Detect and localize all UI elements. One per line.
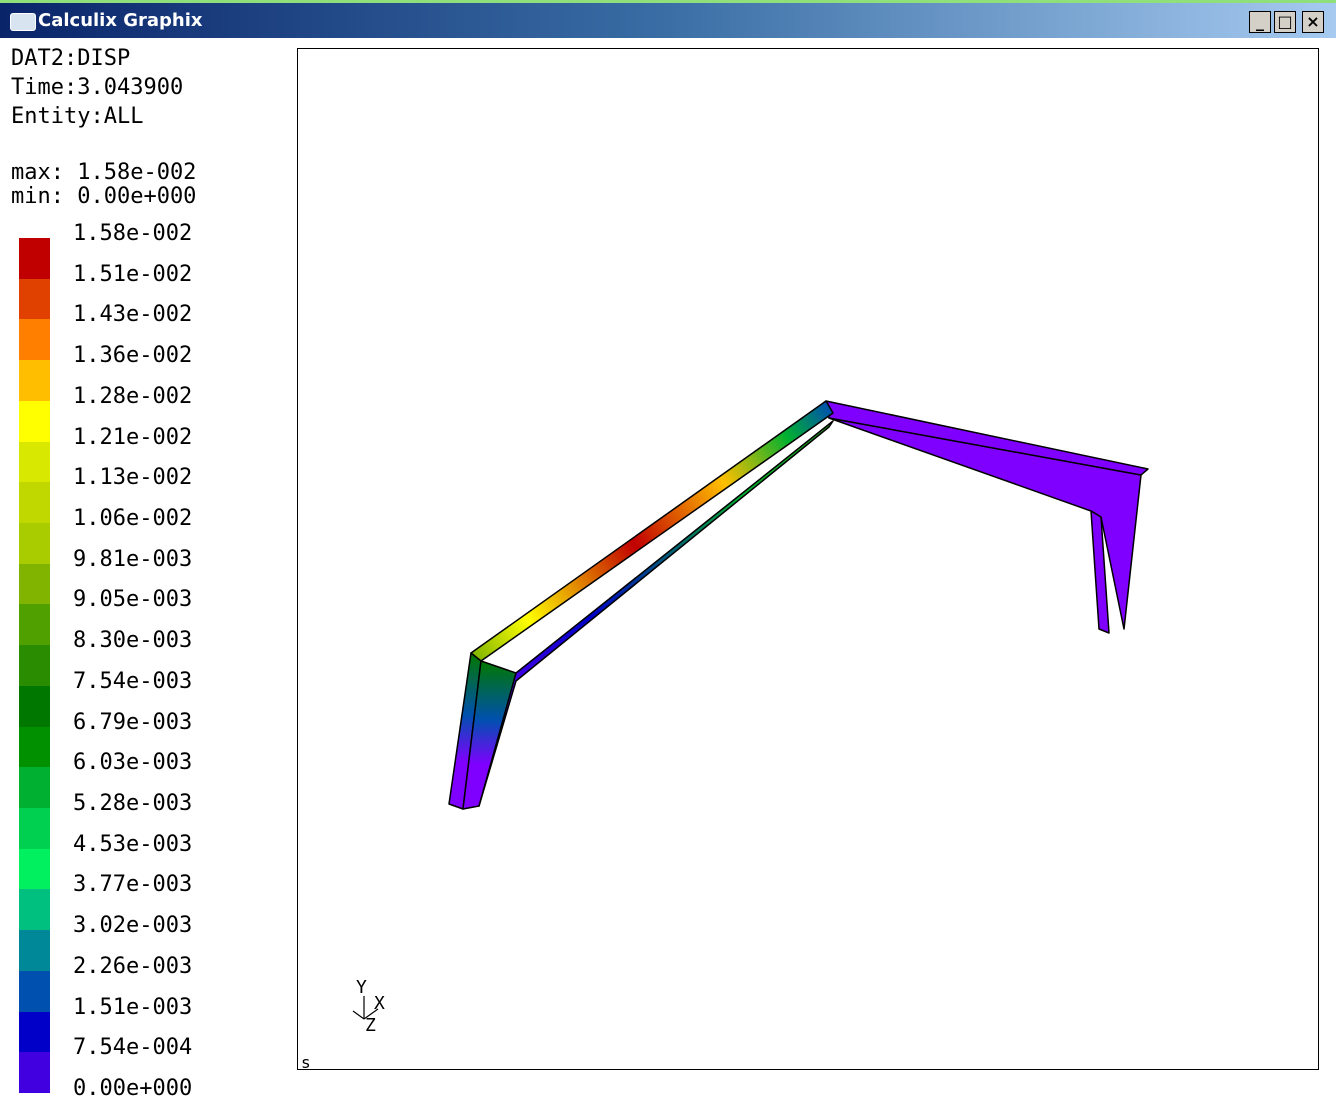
legend-band [19,727,50,768]
legend-label: 9.05e-003 [73,587,192,612]
legend-label: 6.79e-003 [73,710,192,735]
model-view: Y X Z s [298,49,1318,1069]
legend-label: 1.43e-002 [73,302,192,327]
legend-label: 1.13e-002 [73,465,192,490]
legend-band [19,808,50,849]
legend-band [19,645,50,686]
legend-label: 1.51e-003 [73,995,192,1020]
legend-band [19,564,50,605]
legend-band [19,523,50,564]
legend-label: 8.30e-003 [73,628,192,653]
legend-band [19,604,50,645]
entity-label: Entity:ALL [11,105,143,129]
legend-label: 2.26e-003 [73,954,192,979]
legend-label: 1.21e-002 [73,425,192,450]
legend-band [19,319,50,360]
legend-band [19,767,50,808]
legend-band [19,1012,50,1053]
legend-band [19,482,50,523]
close-button[interactable]: × [1302,11,1324,33]
application-window: Calculix Graphix _ □ × DAT2:DISP Time:3.… [0,0,1336,1106]
legend-band [19,401,50,442]
legend-label: 1.58e-002 [73,221,192,246]
max-label: max: 1.58e-002 [11,161,196,185]
corner-label: s [301,1053,311,1069]
legend-band [19,889,50,930]
axis-z-label: Z [365,1015,376,1036]
legend-band [19,971,50,1012]
legend-band [19,442,50,483]
legend-label: 1.06e-002 [73,506,192,531]
legend-band [19,360,50,401]
legend-label: 3.02e-003 [73,913,192,938]
axis-x-label: X [374,993,385,1014]
legend-label: 5.28e-003 [73,791,192,816]
graphics-viewport[interactable]: Y X Z s [297,48,1319,1070]
legend-band [19,686,50,727]
min-label: min: 0.00e+000 [11,185,196,209]
legend-label: 6.03e-003 [73,750,192,775]
legend-label: 0.00e+000 [73,1076,192,1101]
legend-band [19,930,50,971]
maximize-button[interactable]: □ [1274,11,1296,33]
title-bar: Calculix Graphix _ □ × [0,0,1336,38]
legend-band [19,849,50,890]
legend-label: 7.54e-003 [73,669,192,694]
legend-label: 7.54e-004 [73,1035,192,1060]
legend-band [19,279,50,320]
legend-band [19,238,50,279]
time-label: Time:3.043900 [11,76,183,100]
legend-label: 1.36e-002 [73,343,192,368]
legend-label: 9.81e-003 [73,547,192,572]
legend-label: 1.51e-002 [73,262,192,287]
legend-label: 4.53e-003 [73,832,192,857]
window-title: Calculix Graphix [38,10,203,31]
dataset-label: DAT2:DISP [11,47,130,71]
axis-y-label: Y [356,977,367,998]
legend-label: 1.28e-002 [73,384,192,409]
legend-band [19,1052,50,1093]
model-mesh [449,401,1148,809]
app-icon [10,13,36,31]
legend-label: 3.77e-003 [73,872,192,897]
minimize-button[interactable]: _ [1249,11,1271,33]
